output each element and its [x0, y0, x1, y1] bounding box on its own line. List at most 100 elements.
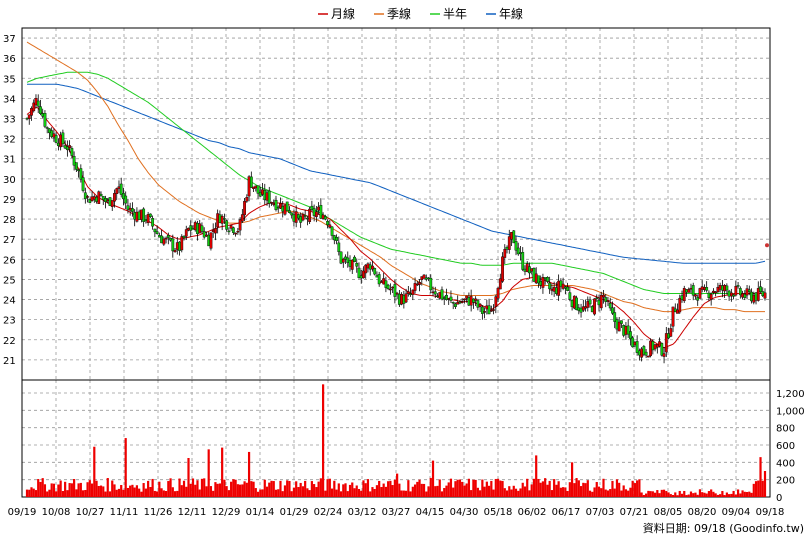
volume-bar	[402, 490, 405, 497]
candle-body	[743, 293, 747, 298]
candle-body	[750, 291, 753, 302]
volume-bar	[404, 490, 408, 497]
ma-year-line	[27, 83, 766, 264]
candle-body	[700, 286, 704, 290]
candle-body	[761, 291, 765, 296]
volume-bar	[321, 384, 325, 497]
volume-bar	[736, 489, 740, 497]
volume-bar	[730, 493, 733, 497]
volume-bar	[481, 479, 484, 497]
candle-body	[292, 214, 296, 222]
x-tick-label: 04/30	[450, 507, 479, 518]
candle-body	[220, 216, 224, 224]
volume-bar	[685, 495, 688, 497]
price-tick-label: 27	[3, 235, 16, 246]
volume-bar	[52, 483, 56, 497]
candle-body	[546, 277, 549, 282]
candle-body	[559, 280, 563, 287]
volume-bar	[761, 480, 764, 497]
candle-body	[397, 293, 401, 305]
volume-grid	[21, 379, 771, 498]
candle-body	[229, 225, 233, 229]
candle-body	[458, 301, 462, 304]
candle-body	[669, 328, 673, 337]
volume-bar	[696, 494, 699, 497]
volume-bar	[99, 485, 103, 497]
volume-bar	[108, 491, 112, 497]
volume-bar	[445, 485, 448, 497]
candle-body	[373, 268, 377, 275]
candle-body	[678, 297, 682, 313]
volume-bar	[611, 480, 614, 497]
candle-body	[164, 237, 168, 240]
volume-bar	[532, 478, 536, 497]
volume-bar	[683, 490, 686, 497]
volume-bar	[328, 478, 331, 497]
volume-bar	[573, 483, 576, 497]
candle-body	[380, 281, 383, 283]
candle-body	[263, 190, 267, 201]
candle-body	[144, 219, 148, 222]
candle-body	[572, 295, 576, 309]
price-tick-label: 21	[3, 356, 16, 367]
volume-bar	[548, 480, 551, 497]
x-tick-label: 05/18	[484, 507, 513, 518]
candle-body	[32, 102, 36, 112]
candle-body	[34, 98, 38, 106]
price-axis: 21 22 23 24 25 26 27 28 29 30 31 32 33 34 35 36 37	[3, 34, 16, 367]
candle-body	[41, 113, 45, 117]
data-date-footer: 資料日期: 09/18 (Goodinfo.tw)	[643, 521, 804, 535]
candle-body	[510, 232, 513, 240]
volume-bar	[544, 478, 547, 497]
volume-bar	[30, 487, 33, 497]
candle-body	[456, 301, 460, 305]
volume-bar	[389, 480, 392, 497]
volume-bar	[703, 492, 706, 497]
volume-bar	[479, 490, 482, 497]
candle-body	[487, 305, 491, 315]
volume-bar	[185, 486, 188, 497]
volume-bar	[519, 488, 522, 497]
volume-bar	[615, 479, 619, 497]
volume-bar	[297, 487, 300, 497]
volume-bar	[243, 481, 246, 497]
candle-body	[249, 176, 253, 188]
candle-body	[137, 211, 141, 220]
volume-bar	[182, 480, 186, 497]
candle-body	[388, 288, 392, 291]
candle-body	[463, 298, 466, 301]
candle-body	[429, 277, 433, 291]
candle-body	[43, 113, 47, 127]
volume-bar	[37, 479, 40, 497]
price-tick-label: 32	[3, 135, 16, 146]
volume-bar	[209, 486, 213, 497]
candle-body	[364, 264, 368, 274]
volume-bar	[135, 485, 139, 497]
volume-bar	[117, 488, 121, 497]
candle-body	[205, 234, 208, 237]
candle-body	[180, 236, 184, 251]
volume-bar	[510, 489, 513, 497]
candle-body	[474, 298, 478, 301]
volume-bar	[382, 483, 385, 497]
volume-bar	[447, 482, 450, 497]
candle-body	[431, 291, 435, 294]
volume-bar	[750, 492, 753, 497]
volume-bar	[348, 484, 352, 497]
volume-bar	[636, 480, 639, 497]
candle-body	[182, 235, 186, 238]
volume-bar	[526, 478, 529, 497]
candle-body	[68, 145, 72, 148]
candle-body	[644, 351, 648, 356]
candle-body	[254, 185, 258, 189]
volume-bar	[508, 486, 511, 497]
volume-bar	[167, 481, 170, 497]
candle-body	[323, 216, 327, 220]
legend-label-0: 月線	[331, 6, 355, 21]
candle-body	[384, 280, 388, 288]
volume-bar	[115, 489, 118, 497]
candle-body	[406, 291, 410, 294]
candle-body	[691, 285, 695, 296]
volume-bar	[472, 479, 475, 497]
price-tick-label: 26	[3, 255, 16, 266]
